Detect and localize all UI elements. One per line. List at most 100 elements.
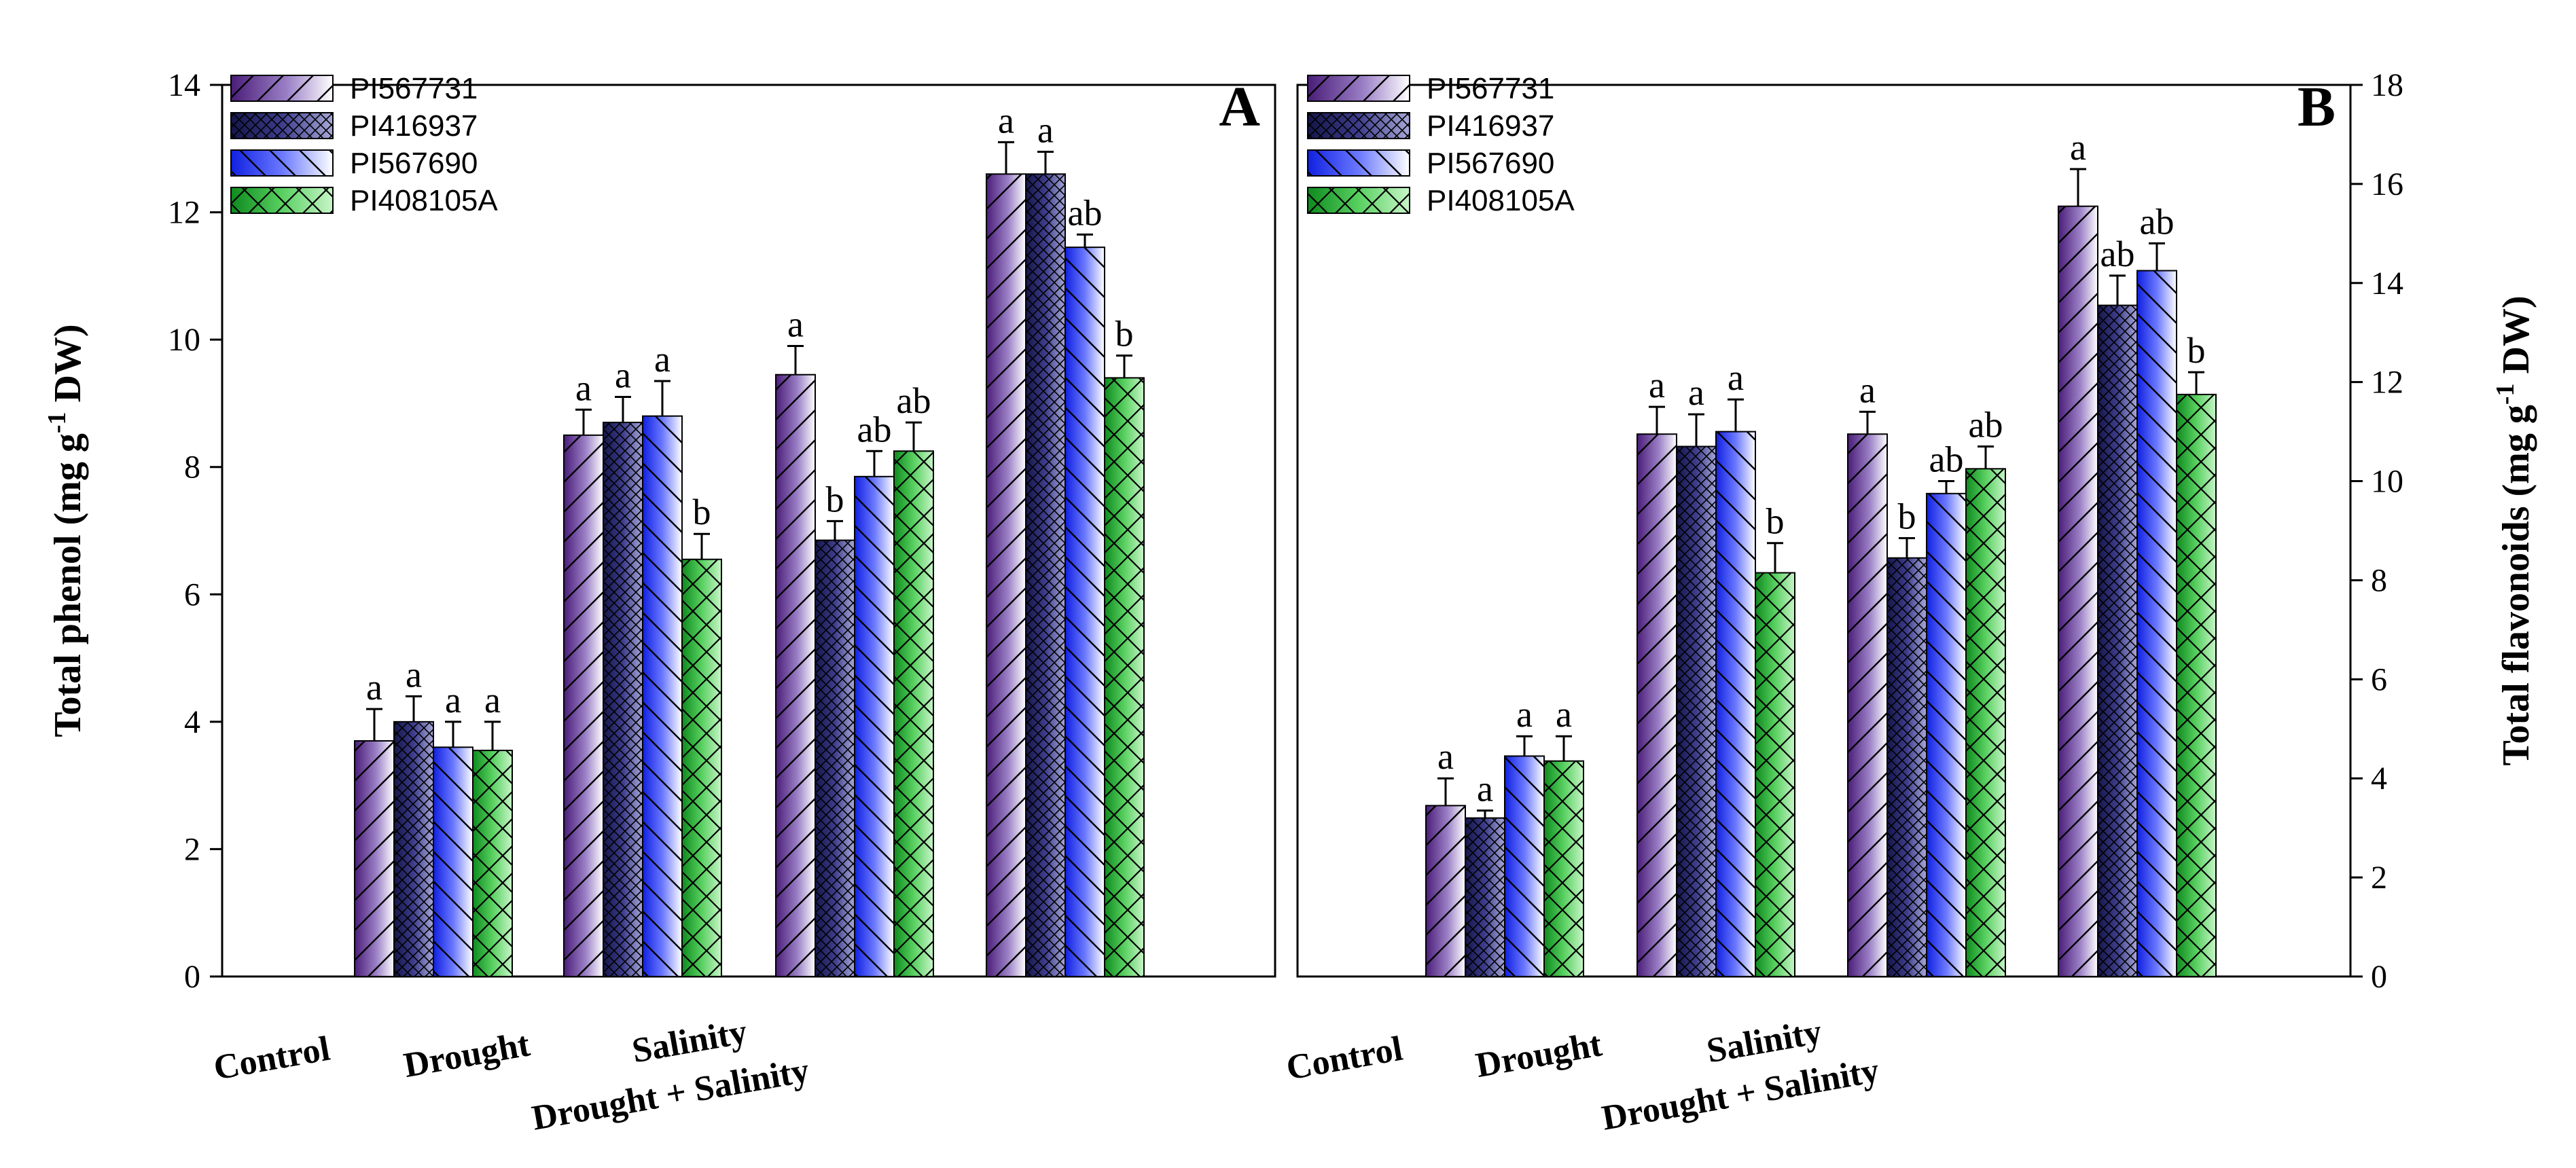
significance-letter: a <box>615 355 631 396</box>
legend-swatch-hatch <box>230 75 334 102</box>
error-bar <box>2070 168 2086 206</box>
y-tick-label: 12 <box>2371 365 2403 401</box>
y-tick-label: 10 <box>168 322 200 358</box>
bar-hatch <box>1715 431 1756 977</box>
significance-letter: b <box>1898 496 1916 536</box>
error-bar <box>787 345 804 375</box>
panel-letter: A <box>1219 75 1260 139</box>
category-label: Salinity <box>629 1012 750 1071</box>
error-bar <box>575 408 592 435</box>
error-bar <box>654 380 670 416</box>
y-tick-label: 4 <box>2371 761 2387 797</box>
significance-letter: ab <box>1929 439 1964 480</box>
bar-hatch <box>1965 468 2006 977</box>
legend-swatch-hatch <box>1307 75 1410 102</box>
y-axis-title-tail: DW) <box>47 324 89 412</box>
significance-letter: a <box>654 339 670 380</box>
y-axis-title-superscript: -1 <box>2491 383 2520 405</box>
bar-hatch <box>854 475 895 977</box>
category-label: Salinity <box>1704 1012 1825 1071</box>
significance-letter: a <box>1649 365 1665 405</box>
bar-hatch <box>1755 572 1795 977</box>
legend-swatch-hatch <box>230 112 334 139</box>
y-tick-label: 2 <box>2371 860 2387 896</box>
significance-letter: a <box>1556 694 1572 735</box>
y-tick-label: 4 <box>184 704 200 740</box>
error-bar <box>1978 445 1994 469</box>
significance-letter: b <box>1766 501 1785 542</box>
y-axis-title-superscript: -1 <box>43 412 71 433</box>
category-label: Drought <box>401 1025 533 1085</box>
legend-swatch-hatch <box>230 149 334 177</box>
legend-label: PI416937 <box>1427 109 1554 143</box>
bar-hatch <box>815 539 855 977</box>
legend-swatch-hatch <box>1307 149 1410 177</box>
bar-hatch <box>1847 433 1888 977</box>
significance-letter: ab <box>1969 404 2003 445</box>
bar-hatch <box>1425 805 1466 978</box>
panel-letter: B <box>2297 75 2336 139</box>
significance-letter: b <box>2187 330 2206 371</box>
significance-letter: ab <box>2100 234 2135 274</box>
bar-hatch <box>1636 433 1677 977</box>
bar-hatch <box>1543 760 1584 977</box>
legend-label: PI567731 <box>1427 72 1554 105</box>
error-bar <box>1037 150 1054 175</box>
significance-letter: a <box>366 667 382 708</box>
y-tick-label: 8 <box>2371 562 2387 598</box>
error-bar <box>694 532 710 560</box>
error-bar <box>827 519 843 541</box>
legend-label: PI408105A <box>1427 184 1575 217</box>
bar-hatch <box>1465 817 1505 977</box>
legend-label: PI408105A <box>350 184 498 217</box>
significance-letter: a <box>1516 694 1533 735</box>
significance-letter: ab <box>1068 192 1103 233</box>
error-bar <box>1477 809 1493 818</box>
significance-letter: b <box>826 479 844 519</box>
significance-letter: a <box>1688 372 1704 413</box>
bar-hatch <box>2097 304 2138 977</box>
y-tick-label: 16 <box>2371 166 2403 202</box>
plot-frame <box>221 84 1276 978</box>
y-tick-label: 8 <box>184 450 200 486</box>
y-axis-title: Total phenol (mg g-1 DW) <box>43 324 89 737</box>
error-bar <box>1649 405 1665 435</box>
category-label: Control <box>1283 1029 1406 1088</box>
bar-hatch <box>2136 270 2177 978</box>
y-tick-label: 10 <box>2371 464 2403 500</box>
error-bar <box>406 695 422 722</box>
error-bar <box>1767 542 1783 573</box>
significance-letter: ab <box>2140 201 2175 242</box>
y-tick-label: 2 <box>184 831 200 867</box>
legend-label: PI416937 <box>350 109 478 143</box>
error-bar <box>445 720 461 748</box>
error-bar <box>1688 413 1704 447</box>
legend-label: PI567731 <box>350 72 478 105</box>
bar-hatch <box>2176 393 2217 977</box>
significance-letter: a <box>575 367 592 408</box>
significance-letter: a <box>1859 369 1876 410</box>
error-bar <box>1899 536 1915 558</box>
significance-letter: b <box>1115 314 1134 354</box>
y-tick-label: 14 <box>168 67 200 103</box>
error-bar <box>1938 480 1954 494</box>
legend-swatch-hatch <box>230 187 334 214</box>
y-axis-title-main: Total phenol (mg g <box>47 433 89 737</box>
panel-b: 0 2 4 6 8 10 12 14 16 18 Total flavonoids (mg g-1 … <box>1283 67 2537 1138</box>
significance-letter: a <box>1037 109 1054 150</box>
legend-label: PI567690 <box>1427 147 1554 180</box>
significance-letter: a <box>787 304 804 345</box>
legend: PI567731 PI416937 PI567690 PI408105A <box>1307 72 1575 217</box>
significance-letter: a <box>2070 127 2086 168</box>
legend-label: PI567690 <box>350 147 478 180</box>
bar-hatch <box>681 558 722 977</box>
bar-hatch <box>1504 755 1545 977</box>
y-tick-label: 6 <box>2371 661 2387 697</box>
significance-letter: a <box>1477 769 1493 809</box>
error-bar <box>366 708 382 741</box>
error-bar <box>998 141 1014 175</box>
error-bar <box>2188 371 2204 395</box>
significance-letter: a <box>406 654 422 695</box>
